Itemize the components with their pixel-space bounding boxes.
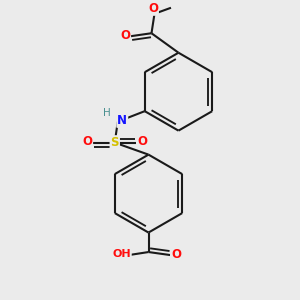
Text: OH: OH (112, 249, 131, 260)
Text: O: O (120, 29, 130, 42)
Text: S: S (110, 136, 119, 149)
Text: O: O (82, 135, 92, 148)
Text: O: O (171, 248, 181, 261)
Text: O: O (137, 135, 147, 148)
Text: N: N (117, 114, 127, 127)
Text: O: O (148, 2, 158, 15)
Text: H: H (103, 108, 111, 118)
